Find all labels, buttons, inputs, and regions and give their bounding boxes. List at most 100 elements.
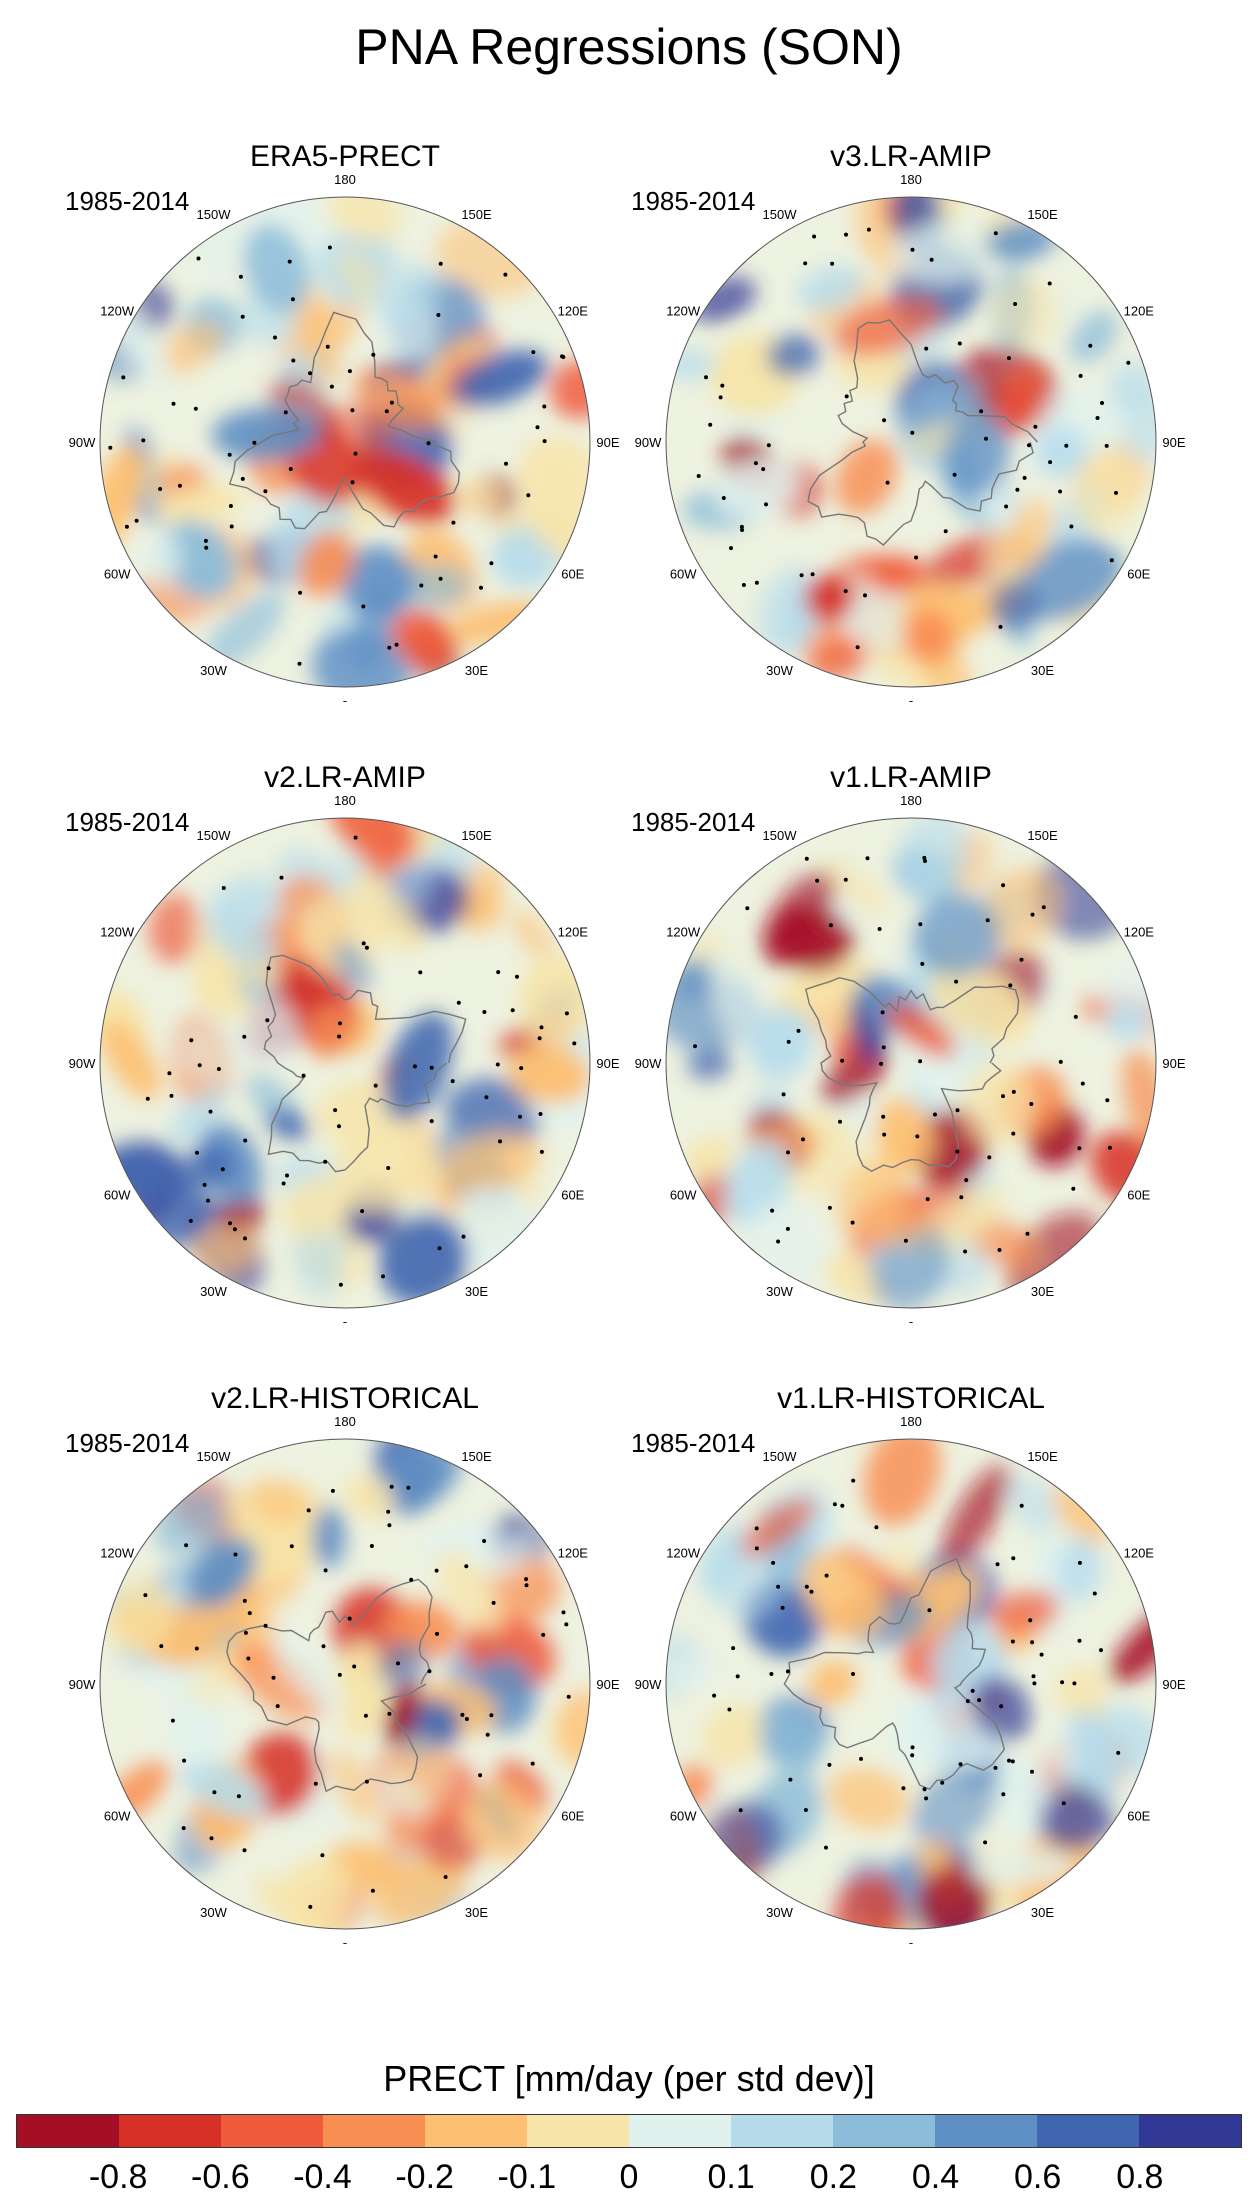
field-patch	[454, 477, 502, 519]
significance-dot	[456, 1000, 461, 1005]
significance-dot	[209, 1836, 214, 1841]
longitude-label: 0	[341, 1319, 348, 1323]
significance-dot	[361, 604, 366, 609]
significance-dot	[993, 1765, 998, 1770]
longitude-label: 60W	[104, 567, 131, 582]
field-patch	[827, 1767, 909, 1831]
significance-dot	[289, 1544, 294, 1549]
field-patch	[801, 1549, 887, 1639]
colorbar-ticks: -0.8 -0.6 -0.4 -0.2 -0.1 0 0.1 0.2 0.4 0.6 0.8	[16, 2158, 1242, 2198]
significance-dot	[364, 1779, 369, 1784]
longitude-label: 60W	[104, 1809, 131, 1824]
longitude-label: 30E	[1031, 1284, 1054, 1299]
significance-dot	[1061, 1801, 1066, 1806]
significance-dot	[761, 467, 766, 472]
significance-dot	[866, 227, 871, 232]
significance-dot	[815, 878, 820, 883]
significance-dot	[1060, 1680, 1065, 1685]
significance-dot	[786, 1150, 790, 1155]
field-patch	[378, 1213, 469, 1306]
field-patch	[556, 1689, 590, 1768]
figure-title: PNA Regressions (SON)	[355, 19, 903, 75]
map-border	[665, 196, 1157, 688]
significance-dot	[914, 555, 919, 560]
field-patch	[373, 262, 440, 326]
significance-dot	[885, 480, 890, 485]
longitude-label: 150W	[763, 207, 798, 222]
field-patch	[329, 818, 418, 866]
colorbar-swatch	[221, 2115, 323, 2147]
significance-dot	[482, 1010, 487, 1014]
significance-dot	[1001, 1094, 1005, 1099]
significance-dot	[943, 529, 948, 534]
significance-dot	[482, 1539, 487, 1543]
significance-dot	[496, 970, 501, 975]
field-patch	[1007, 498, 1054, 573]
longitude-label: 60E	[561, 1809, 584, 1824]
significance-dot	[560, 354, 564, 359]
panel-period: 1985-2014	[631, 186, 756, 216]
significance-dot	[361, 941, 366, 946]
longitude-label: 150W	[197, 207, 232, 222]
significance-dot	[396, 1661, 400, 1666]
field-patch	[180, 1759, 268, 1818]
field-patch	[1008, 1475, 1059, 1535]
field-patch	[991, 277, 1062, 345]
field-patch	[821, 858, 888, 915]
longitude-label: 90W	[635, 1677, 662, 1692]
significance-dot	[412, 1064, 417, 1069]
significance-dot	[984, 436, 988, 441]
significance-dot	[952, 472, 957, 477]
coastline	[783, 1557, 1006, 1791]
significance-dot	[188, 1218, 193, 1223]
significance-dot	[1107, 1145, 1112, 1150]
significance-dot	[436, 313, 441, 317]
field-patch	[835, 439, 898, 515]
significance-dot	[1077, 1146, 1082, 1151]
significance-dot	[301, 1073, 306, 1078]
significance-dot	[918, 1059, 923, 1064]
significance-dot	[963, 1249, 968, 1254]
significance-dot	[386, 1166, 391, 1170]
significance-dot	[824, 1573, 829, 1578]
significance-dot	[796, 1028, 801, 1033]
colorbar-swatch	[17, 2115, 119, 2147]
significance-dot	[194, 1646, 199, 1651]
significance-dot	[406, 1485, 411, 1490]
significance-dot	[429, 1119, 434, 1124]
significance-dot	[940, 1780, 945, 1785]
field-patch	[349, 873, 422, 953]
significance-dot	[266, 966, 271, 971]
regression-field	[666, 197, 1156, 687]
field-patch	[210, 907, 279, 967]
significance-dot	[851, 1672, 855, 1676]
field-patch	[518, 955, 590, 1047]
significance-dot	[297, 661, 302, 666]
significance-dot	[238, 274, 243, 279]
significance-dot	[1030, 1769, 1034, 1774]
significance-dot	[1011, 1131, 1016, 1136]
significance-dot	[489, 561, 494, 566]
panel-period: 1985-2014	[65, 807, 190, 837]
significance-dot	[729, 546, 733, 551]
significance-dot	[242, 1598, 247, 1603]
significance-dot	[384, 409, 389, 414]
significance-dot	[564, 1622, 569, 1627]
field-patch	[350, 447, 457, 524]
longitude-label: 0	[907, 1319, 914, 1323]
significance-dot	[1126, 360, 1131, 365]
field-patch	[942, 412, 1011, 498]
colorbar-tick-label: -0.8	[88, 2158, 148, 2196]
significance-dot	[718, 395, 723, 400]
colorbar-tick-label: 0.1	[707, 2158, 755, 2196]
significance-dot	[438, 576, 443, 581]
significance-dot	[141, 438, 146, 443]
coastline	[807, 319, 1039, 546]
field-patch	[148, 894, 201, 964]
significance-dot	[373, 1083, 378, 1088]
longitude-label: 120W	[100, 1546, 135, 1561]
field-patch	[822, 1046, 890, 1105]
